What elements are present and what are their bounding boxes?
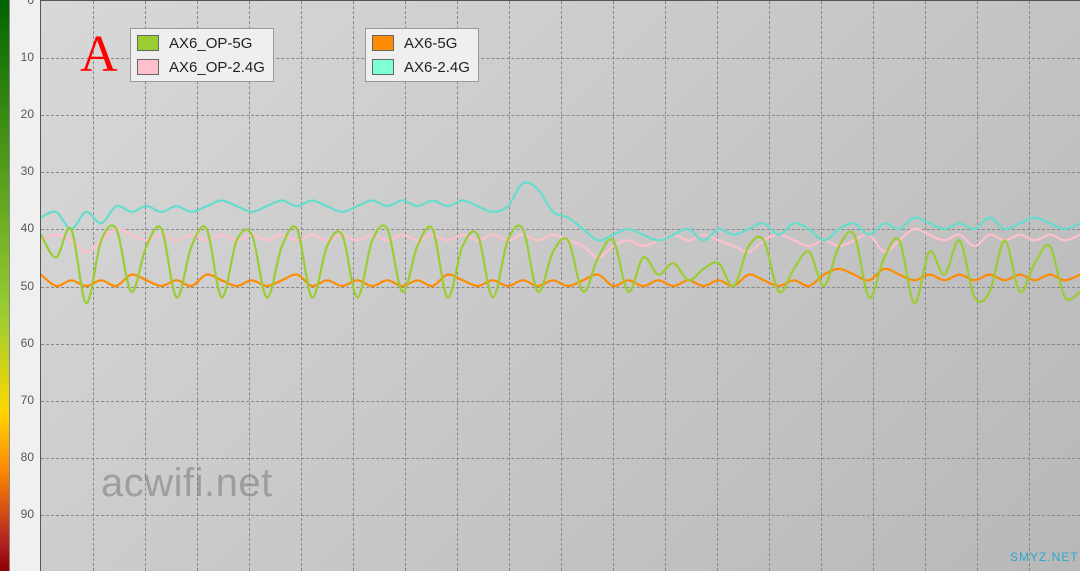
y-tick-label: 10 <box>12 50 34 64</box>
y-tick-label: 90 <box>12 507 34 521</box>
legend-label: AX6_OP-2.4G <box>169 59 265 76</box>
legend-box[interactable]: AX6-5G AX6-2.4G <box>365 28 479 82</box>
legend-item[interactable]: AX6-2.4G <box>366 55 478 79</box>
location-label-a: A <box>80 25 118 84</box>
y-tick-label: 30 <box>12 164 34 178</box>
y-tick-label: 80 <box>12 450 34 464</box>
legend-item[interactable]: AX6_OP-2.4G <box>131 55 273 79</box>
legend-item[interactable]: AX6-5G <box>366 31 478 55</box>
corner-watermark: SMYZ.NET <box>1010 550 1079 564</box>
chart-container: 0 10 20 30 40 50 60 70 80 90 acwifi.net A AX6_OP-… <box>0 0 1080 571</box>
legend-label: AX6_OP-5G <box>169 35 252 52</box>
watermark-text: acwifi.net <box>101 461 273 506</box>
legend-swatch <box>372 35 394 51</box>
legend-swatch <box>137 35 159 51</box>
y-tick-label: 70 <box>12 393 34 407</box>
y-tick-label: 40 <box>12 221 34 235</box>
y-tick-label: 20 <box>12 107 34 121</box>
legend-item[interactable]: AX6_OP-5G <box>131 31 273 55</box>
plot-area: acwifi.net <box>40 0 1080 571</box>
legend-swatch <box>137 59 159 75</box>
legend-label: AX6-2.4G <box>404 59 470 76</box>
signal-gradient-bar <box>0 0 10 571</box>
legend-box[interactable]: AX6_OP-5G AX6_OP-2.4G <box>130 28 274 82</box>
y-tick-label: 50 <box>12 279 34 293</box>
legend-swatch <box>372 59 394 75</box>
y-tick-label: 0 <box>12 0 34 7</box>
y-tick-label: 60 <box>12 336 34 350</box>
legend-label: AX6-5G <box>404 35 457 52</box>
